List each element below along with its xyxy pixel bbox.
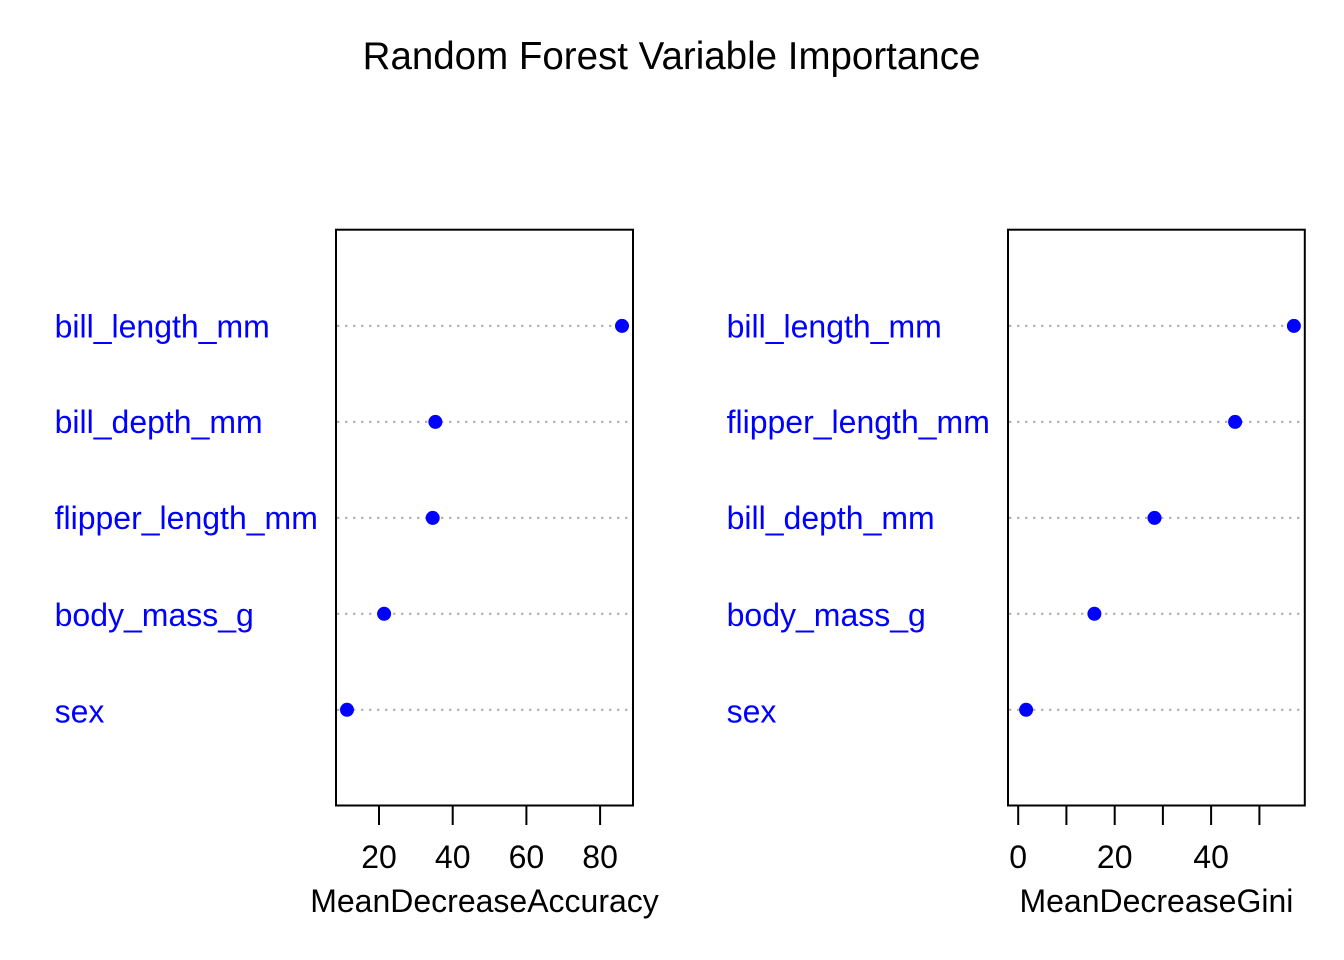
- svg-text:20: 20: [361, 839, 397, 875]
- svg-text:bill_depth_mm: bill_depth_mm: [55, 404, 263, 440]
- svg-text:20: 20: [1097, 839, 1133, 875]
- svg-text:body_mass_g: body_mass_g: [55, 597, 254, 633]
- svg-text:bill_depth_mm: bill_depth_mm: [727, 500, 935, 536]
- svg-text:MeanDecreaseGini: MeanDecreaseGini: [1019, 883, 1293, 919]
- svg-text:flipper_length_mm: flipper_length_mm: [55, 500, 318, 536]
- svg-text:sex: sex: [55, 693, 105, 729]
- svg-text:body_mass_g: body_mass_g: [727, 597, 926, 633]
- svg-text:40: 40: [435, 839, 471, 875]
- svg-text:flipper_length_mm: flipper_length_mm: [727, 404, 990, 440]
- svg-text:MeanDecreaseAccuracy: MeanDecreaseAccuracy: [310, 883, 659, 919]
- svg-text:bill_length_mm: bill_length_mm: [727, 308, 942, 344]
- svg-text:sex: sex: [727, 693, 777, 729]
- svg-text:bill_length_mm: bill_length_mm: [55, 308, 270, 344]
- svg-text:40: 40: [1193, 839, 1229, 875]
- svg-text:Random Forest Variable Importa: Random Forest Variable Importance: [363, 35, 981, 78]
- svg-text:60: 60: [509, 839, 545, 875]
- svg-text:80: 80: [582, 839, 618, 875]
- svg-text:0: 0: [1009, 839, 1027, 875]
